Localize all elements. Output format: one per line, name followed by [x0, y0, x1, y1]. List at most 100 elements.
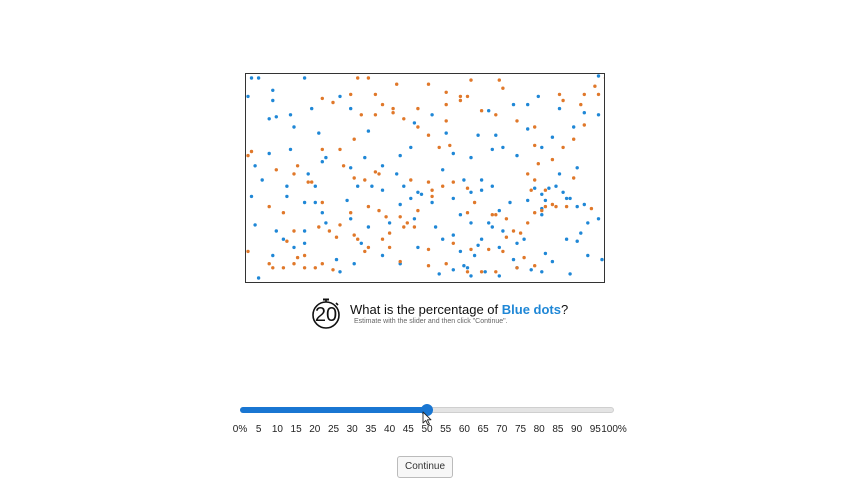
blue-dot-46 — [402, 184, 406, 188]
blue-dot-142 — [550, 259, 555, 264]
blue-dot-132 — [515, 241, 519, 245]
blue-dot-17 — [511, 102, 516, 107]
orange-dot-109 — [561, 145, 565, 150]
blue-dot-111 — [380, 253, 385, 258]
blue-dot-138 — [483, 270, 487, 274]
orange-dot-86 — [533, 125, 537, 129]
blue-dot-49 — [380, 188, 385, 192]
blue-dot-60 — [281, 237, 286, 241]
slider-tick-label: 100% — [601, 424, 627, 435]
blue-dot-64 — [334, 257, 339, 262]
blue-dot-2 — [302, 76, 307, 80]
orange-dot-28 — [430, 188, 434, 192]
blue-dot-22 — [596, 113, 601, 117]
blue-dot-89 — [582, 202, 586, 207]
orange-dot-128 — [444, 262, 448, 266]
blue-dot-118 — [497, 245, 501, 250]
orange-dot-68 — [426, 247, 431, 252]
slider-tick-label: 40 — [384, 424, 396, 435]
orange-dot-19 — [338, 147, 342, 152]
blue-dot-106 — [469, 274, 473, 278]
blue-dot-79 — [490, 147, 494, 152]
orange-dot-89 — [479, 109, 484, 113]
orange-dot-49 — [249, 149, 254, 154]
blue-dot-105 — [462, 264, 466, 268]
orange-dot-45 — [306, 180, 310, 184]
orange-dot-110 — [572, 176, 576, 180]
blue-dot-16 — [487, 109, 491, 113]
blue-dot-29 — [366, 129, 371, 133]
blue-dot-96 — [487, 221, 491, 225]
blue-dot-37 — [306, 172, 310, 176]
orange-dot-21 — [341, 164, 346, 168]
blue-dot-70 — [451, 196, 455, 201]
orange-dot-79 — [550, 202, 555, 207]
blue-dot-54 — [302, 200, 307, 205]
orange-dot-97 — [380, 102, 385, 107]
orange-dot-2 — [426, 82, 431, 86]
slider-tick-label: 45 — [402, 424, 414, 435]
blue-dot-74 — [479, 178, 484, 182]
blue-dot-52 — [345, 198, 349, 203]
orange-dot-116 — [504, 217, 509, 221]
orange-dot-23 — [352, 176, 356, 180]
blue-dot-146 — [596, 74, 601, 78]
slider-tick-label: 55 — [440, 424, 452, 435]
blue-dot-122 — [564, 237, 569, 241]
orange-dot-135 — [313, 266, 317, 270]
orange-dot-104 — [593, 84, 597, 88]
blue-dot-145 — [600, 257, 604, 262]
blue-dot-76 — [441, 168, 445, 172]
blue-dot-48 — [398, 202, 402, 207]
orange-dot-64 — [377, 208, 381, 213]
slider-tick-label: 30 — [346, 424, 358, 435]
orange-dot-100 — [557, 92, 562, 97]
orange-dot-85 — [533, 143, 537, 148]
orange-dot-38 — [356, 237, 360, 241]
orange-dot-58 — [292, 262, 296, 266]
dot-stimulus-plot — [245, 73, 605, 283]
slider-tick-label: 25 — [327, 424, 340, 435]
blue-dot-10 — [267, 117, 271, 121]
blue-dot-57 — [349, 217, 353, 221]
orange-dot-57 — [302, 266, 307, 270]
blue-dot-73 — [490, 184, 494, 188]
orange-dot-115 — [526, 221, 530, 225]
blue-dot-61 — [292, 245, 296, 250]
blue-dot-28 — [444, 131, 448, 135]
blue-dot-102 — [441, 237, 445, 241]
orange-dot-0 — [366, 76, 371, 80]
blue-dot-18 — [526, 102, 530, 107]
slider-tick-label: 35 — [365, 424, 377, 435]
blue-dot-125 — [586, 221, 590, 225]
orange-dot-9 — [444, 102, 448, 107]
blue-dot-100 — [419, 192, 424, 196]
orange-dot-22 — [363, 178, 367, 182]
orange-dot-80 — [543, 188, 548, 192]
orange-dot-76 — [533, 211, 537, 215]
continue-button[interactable]: Continue — [397, 456, 453, 478]
blue-dot-131 — [522, 237, 526, 241]
question-highlight: Blue dots — [501, 302, 561, 317]
slider-tick-label: 70 — [496, 424, 508, 435]
blue-dot-98 — [458, 213, 463, 217]
orange-dot-122 — [522, 255, 526, 260]
blue-dot-121 — [543, 251, 548, 256]
blue-dot-42 — [380, 164, 385, 168]
blue-dot-45 — [395, 172, 399, 176]
blue-dot-82 — [540, 145, 544, 150]
orange-dot-17 — [320, 96, 324, 101]
timer: 20 — [310, 298, 342, 330]
blue-dot-88 — [568, 196, 572, 201]
orange-dot-94 — [437, 145, 441, 150]
orange-dot-72 — [501, 249, 505, 254]
orange-dot-5 — [497, 78, 501, 82]
mouse-cursor-icon — [422, 411, 432, 426]
orange-dot-25 — [373, 170, 378, 174]
orange-dot-36 — [380, 237, 385, 241]
orange-dot-136 — [295, 255, 300, 260]
blue-dot-136 — [476, 243, 480, 247]
orange-dot-103 — [582, 92, 586, 97]
orange-dot-82 — [526, 172, 530, 176]
orange-dot-130 — [398, 259, 402, 264]
